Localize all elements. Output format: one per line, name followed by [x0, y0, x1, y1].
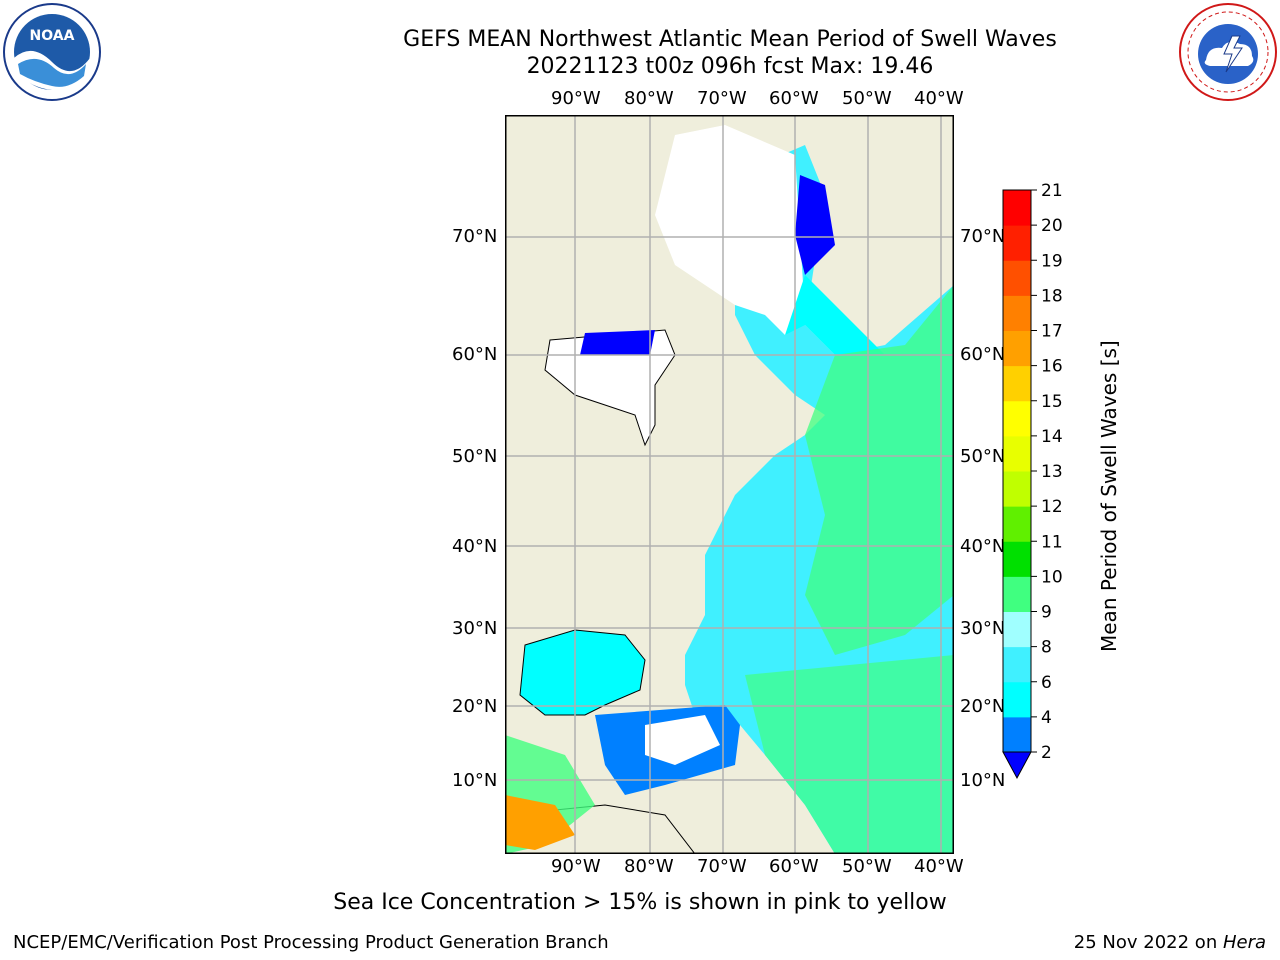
colorbar-tick-label: 20 — [1041, 216, 1063, 236]
lat-tick-left-3: 50°N — [452, 446, 498, 467]
colorbar-segment — [1003, 330, 1031, 367]
colorbar-tick-label: 21 — [1041, 181, 1063, 201]
colorbar-segment — [1003, 646, 1031, 683]
colorbar-segment — [1003, 225, 1031, 261]
colorbar-segment — [1003, 576, 1031, 612]
footer-date-text: 25 Nov 2022 on — [1073, 932, 1223, 953]
lon-tick-bottom-1: 90°W — [551, 856, 601, 877]
colorbar-segment — [1003, 716, 1031, 753]
lon-tick-bottom-4: 60°W — [769, 856, 819, 877]
lat-tick-left-7: 10°N — [452, 770, 498, 791]
colorbar-segment — [1003, 435, 1031, 472]
colorbar-segment — [1003, 295, 1031, 331]
colorbar-segment — [1003, 471, 1031, 507]
lat-tick-left-1: 70°N — [452, 226, 498, 247]
noaa-logo: NOAA — [2, 2, 102, 102]
labrador-sea — [785, 275, 885, 355]
colorbar-tick-label: 6 — [1041, 673, 1052, 693]
lat-tick-left-4: 40°N — [452, 536, 498, 557]
colorbar-tick-label: 4 — [1041, 708, 1052, 728]
lat-tick-right-1: 70°N — [960, 226, 1006, 247]
lat-tick-left-5: 30°N — [452, 618, 498, 639]
sea-ice-caption: Sea Ice Concentration > 15% is shown in … — [333, 890, 947, 915]
colorbar-tick-label: 10 — [1041, 567, 1063, 587]
colorbar-segment — [1003, 260, 1031, 296]
colorbar-tick-label: 13 — [1041, 462, 1063, 482]
colorbar-segment — [1003, 365, 1031, 402]
colorbar-tick-label: 15 — [1041, 392, 1063, 412]
colorbar-tick-label: 16 — [1041, 357, 1063, 377]
colorbar-tick-label: 9 — [1041, 603, 1052, 623]
graticule — [505, 115, 954, 854]
colorbar: 2 4 6 8 9 10 11 12 13 14 15 16 17 18 19 20 21 — [995, 180, 1105, 790]
footer-credit: NCEP/EMC/Verification Post Processing Pr… — [13, 932, 609, 953]
lon-tick-top-1: 90°W — [551, 88, 601, 109]
colorbar-tick-label: 2 — [1041, 743, 1052, 763]
gulf-of-mexico — [519, 629, 646, 716]
lon-tick-top-2: 80°W — [624, 88, 674, 109]
colorbar-segment — [1003, 190, 1031, 226]
lat-tick-left-2: 60°N — [452, 344, 498, 365]
colorbar-segment — [1003, 400, 1031, 437]
lon-tick-bottom-3: 70°W — [697, 856, 747, 877]
lat-tick-left-6: 20°N — [452, 696, 498, 717]
lon-tick-top-6: 40°W — [914, 88, 964, 109]
lat-tick-right-7: 10°N — [960, 770, 1006, 791]
footer-host: Hera — [1222, 932, 1266, 953]
colorbar-segment — [1003, 541, 1031, 577]
lat-tick-right-3: 50°N — [960, 446, 1006, 467]
tropical-green — [745, 655, 954, 854]
hudson-bay — [544, 329, 676, 447]
davis-strait — [795, 175, 835, 275]
colorbar-label: Mean Period of Swell Waves [s] — [1097, 340, 1121, 652]
baffin-ice — [655, 125, 805, 335]
lon-tick-top-4: 60°W — [769, 88, 819, 109]
lat-tick-right-2: 60°N — [960, 344, 1006, 365]
colorbar-segment — [1003, 506, 1031, 542]
colorbar-extend-triangle — [1002, 751, 1032, 780]
lat-tick-right-5: 30°N — [960, 618, 1006, 639]
colorbar-tick-label: 19 — [1041, 251, 1063, 271]
lon-tick-bottom-6: 40°W — [914, 856, 964, 877]
map-svg — [504, 115, 954, 855]
hudson-strait — [580, 330, 655, 355]
colorbar-tick-label: 17 — [1041, 322, 1063, 342]
pacific-orange — [505, 795, 575, 850]
colorbar-segment — [1003, 611, 1031, 648]
colorbar-tick-label: 12 — [1041, 497, 1063, 517]
map-panel — [504, 115, 954, 855]
lon-tick-top-3: 70°W — [697, 88, 747, 109]
noaa-logo-text: NOAA — [30, 28, 75, 44]
chart-title: GEFS MEAN Northwest Atlantic Mean Period… — [403, 27, 1057, 52]
lat-tick-right-4: 40°N — [960, 536, 1006, 557]
colorbar-segment — [1003, 681, 1031, 718]
chart-subtitle: 20221123 t00z 096h fcst Max: 19.46 — [526, 54, 934, 79]
footer-date: 25 Nov 2022 on Hera — [1074, 932, 1266, 953]
caribbean-white — [645, 715, 720, 765]
colorbar-tick-label: 8 — [1041, 638, 1052, 658]
lon-tick-bottom-2: 80°W — [624, 856, 674, 877]
lon-tick-top-5: 50°W — [842, 88, 892, 109]
colorbar-tick-label: 11 — [1041, 532, 1063, 552]
colorbar-tick-label: 14 — [1041, 427, 1063, 447]
colorbar-tick-label: 18 — [1041, 286, 1063, 306]
nws-logo — [1178, 2, 1278, 102]
lat-tick-right-6: 20°N — [960, 696, 1006, 717]
lon-tick-bottom-5: 50°W — [842, 856, 892, 877]
mid-ocean-green — [805, 285, 954, 655]
